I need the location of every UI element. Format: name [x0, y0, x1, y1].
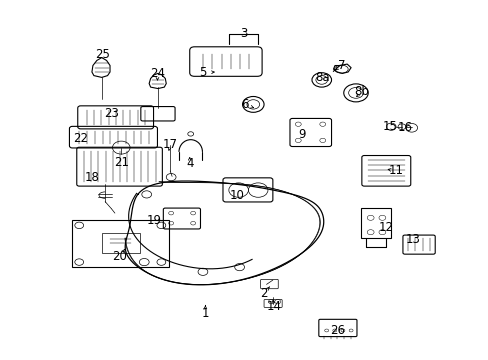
Text: 12: 12 — [378, 221, 393, 234]
Text: 5: 5 — [199, 66, 206, 79]
Text: 1: 1 — [201, 307, 209, 320]
Bar — [102, 233, 140, 253]
Text: 21: 21 — [114, 156, 128, 169]
Text: 16: 16 — [397, 121, 411, 134]
Text: 25: 25 — [95, 48, 110, 61]
Text: 9: 9 — [298, 129, 305, 141]
Text: 24: 24 — [150, 67, 164, 80]
Text: 15: 15 — [382, 120, 397, 133]
Text: 11: 11 — [388, 165, 403, 177]
Text: 6: 6 — [240, 98, 248, 111]
Text: 8b: 8b — [354, 85, 368, 98]
Text: 14: 14 — [266, 300, 281, 313]
Text: 19: 19 — [146, 214, 161, 227]
Text: 20: 20 — [112, 250, 127, 263]
Text: 3: 3 — [239, 27, 247, 40]
Text: 7: 7 — [337, 59, 345, 72]
Text: 13: 13 — [405, 233, 420, 246]
Bar — [72, 220, 169, 267]
Text: 23: 23 — [104, 107, 119, 120]
Text: 2: 2 — [260, 287, 267, 300]
Text: 18: 18 — [84, 171, 99, 184]
Text: 22: 22 — [73, 132, 88, 145]
Text: 17: 17 — [163, 138, 177, 151]
Text: 4: 4 — [185, 157, 193, 170]
Bar — [360, 208, 390, 238]
Text: 8a: 8a — [315, 71, 329, 84]
Text: 26: 26 — [329, 324, 344, 337]
Text: 10: 10 — [229, 189, 244, 202]
